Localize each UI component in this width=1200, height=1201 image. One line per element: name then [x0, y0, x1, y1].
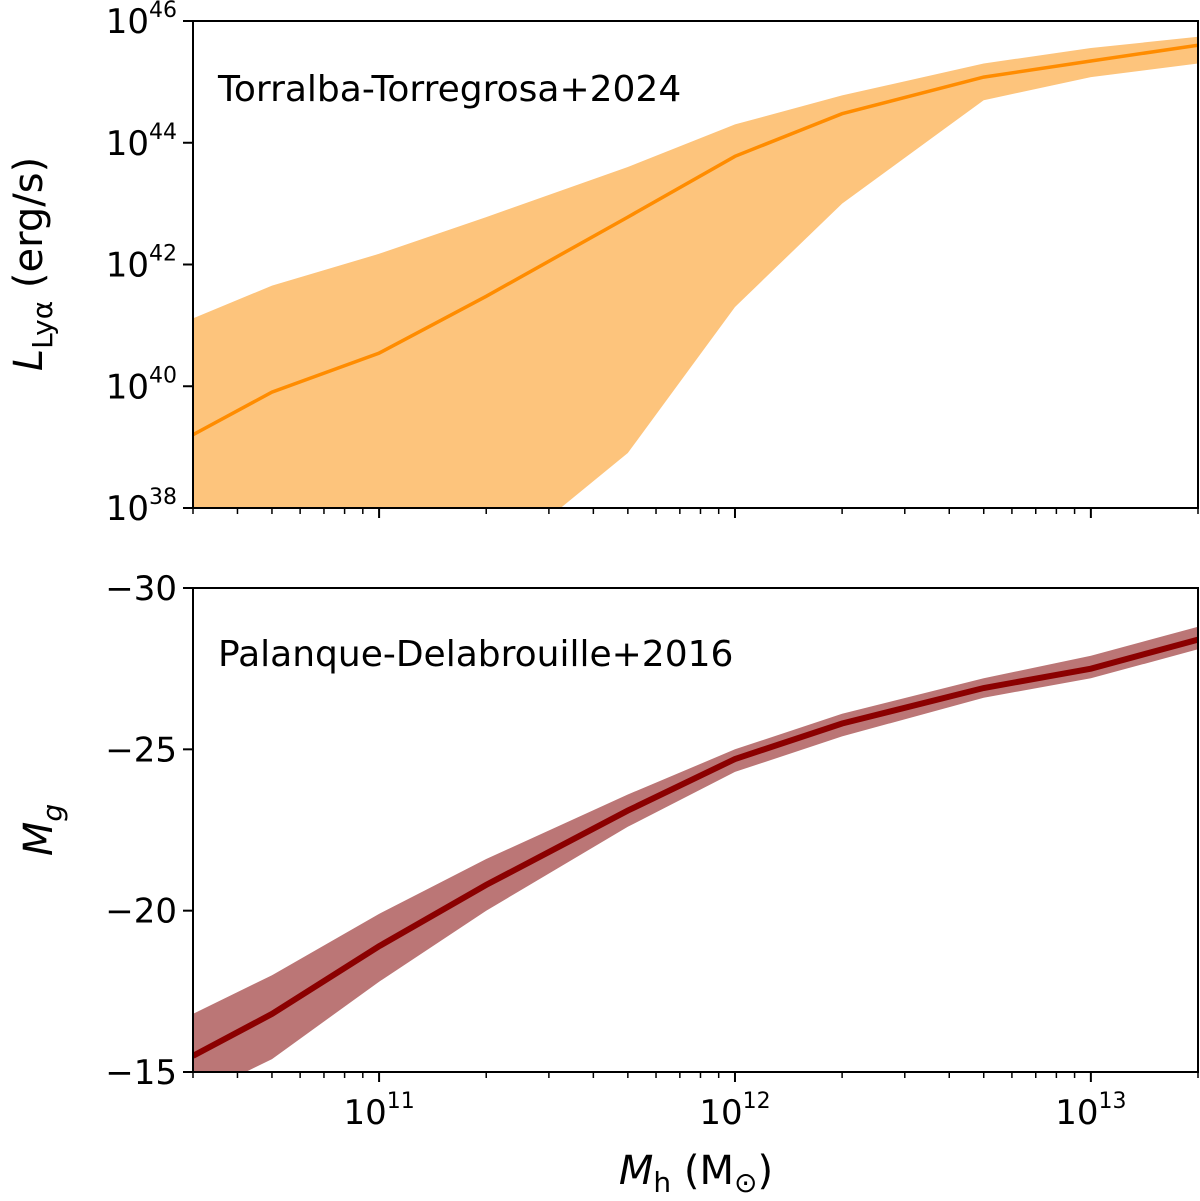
bottom-y-tick-label: −25 — [105, 730, 177, 770]
top-y-ticks: 1038 1040 1042 1044 1046 — [106, 0, 193, 529]
x-tick-label: 1013 — [1055, 1089, 1126, 1133]
top-y-tick-label: 1042 — [106, 242, 177, 286]
bottom-x-ticks: 1011 1012 1013 — [192, 1072, 1199, 1133]
bottom-plot-area — [193, 626, 1198, 1072]
top-annotation: Torralba-Torregrosa+2024 — [217, 69, 681, 110]
top-y-tick-label: 1044 — [106, 120, 177, 164]
bottom-y-axis-title: Mg — [16, 804, 69, 856]
bottom-confidence-band — [193, 626, 1198, 1072]
x-axis-title: Mh (M⊙) — [619, 1148, 773, 1199]
top-confidence-band — [193, 36, 1198, 508]
bottom-panel: −30 −25 −20 −15 1011 1012 1013 Palanque-Delab… — [16, 569, 1199, 1199]
bottom-median-line — [193, 636, 1198, 1059]
bottom-y-tick-label: −15 — [105, 1053, 177, 1093]
top-plot-area — [193, 36, 1198, 508]
top-x-ticks — [192, 508, 1199, 518]
bottom-y-tick-label: −20 — [105, 892, 177, 932]
top-y-axis-title: LLyα (erg/s) — [6, 157, 59, 371]
top-y-tick-label: 1046 — [106, 0, 177, 42]
top-y-tick-label: 1040 — [106, 363, 177, 407]
top-y-tick-label: 1038 — [106, 485, 177, 529]
x-tick-label: 1011 — [343, 1089, 414, 1133]
x-tick-label: 1012 — [699, 1089, 770, 1133]
top-median-line — [193, 43, 1198, 437]
bottom-y-tick-label: −30 — [105, 569, 177, 609]
bottom-annotation: Palanque-Delabrouille+2016 — [218, 634, 733, 675]
bottom-axes-frame — [192, 587, 1199, 1073]
bottom-y-ticks: −30 −25 −20 −15 — [105, 569, 193, 1093]
top-panel: 1038 1040 1042 1044 1046 Torralba-Torregrosa… — [6, 0, 1199, 529]
